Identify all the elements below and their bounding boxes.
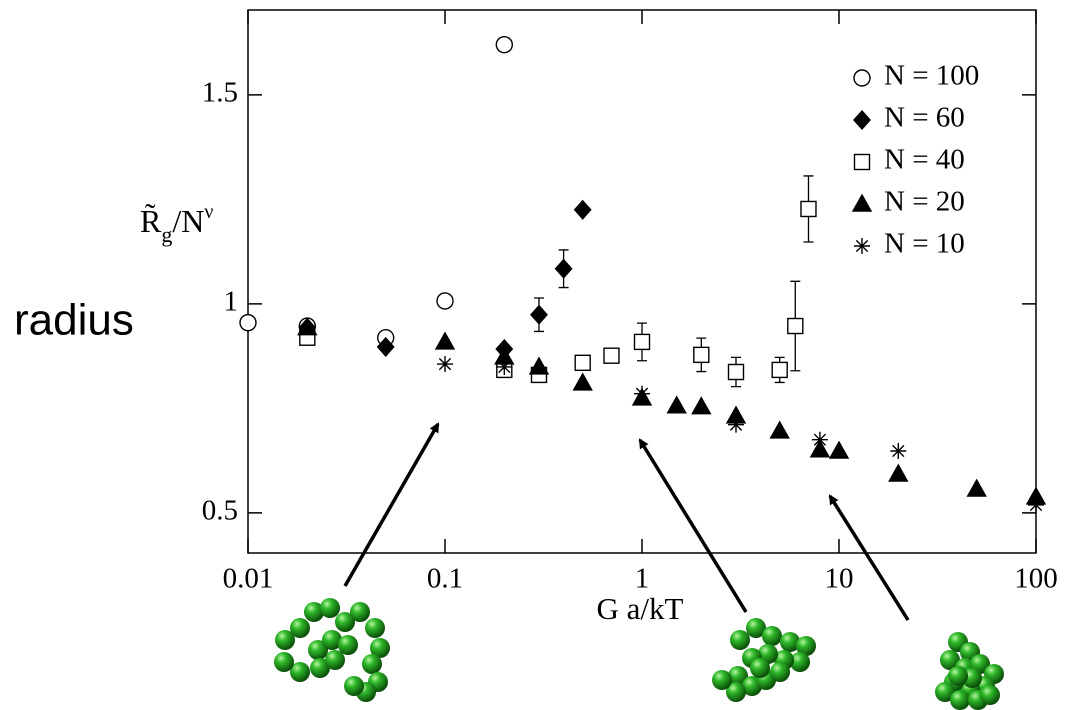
- point: [693, 346, 710, 364]
- bead: [950, 690, 970, 710]
- legend-marker: [851, 193, 873, 212]
- point: [434, 331, 456, 350]
- y-label-part: /N: [172, 203, 204, 239]
- bead: [796, 636, 816, 656]
- legend-label: N = 20: [884, 186, 965, 218]
- bead: [370, 638, 390, 658]
- point: [496, 358, 513, 375]
- bead: [750, 658, 770, 678]
- point: [574, 354, 591, 372]
- arrow: [638, 438, 748, 613]
- legend-marker: [853, 69, 871, 87]
- point: [769, 420, 790, 439]
- legend-label: N = 10: [884, 228, 965, 260]
- point: [966, 478, 987, 497]
- bead: [762, 626, 782, 646]
- point: [890, 443, 907, 460]
- bead: [310, 658, 330, 678]
- point: [809, 439, 831, 458]
- bead: [940, 650, 960, 670]
- arrow: [343, 422, 440, 587]
- y-label-sub: g: [161, 222, 172, 247]
- legend-label: N = 100: [884, 60, 979, 92]
- bead: [338, 635, 358, 655]
- legend-label: N = 40: [884, 144, 965, 176]
- x-tick-label: 100: [1014, 563, 1058, 595]
- point: [297, 317, 318, 336]
- y-axis-label: R̃g/Nν: [140, 201, 213, 247]
- bead: [290, 618, 310, 638]
- legend-marker: [853, 153, 871, 171]
- x-axis-label: G a/kT: [597, 591, 684, 626]
- bead: [728, 666, 748, 686]
- bead: [308, 640, 328, 660]
- annotation: radius: [14, 296, 134, 345]
- bead: [274, 652, 294, 672]
- point: [828, 440, 850, 459]
- point: [1028, 496, 1044, 513]
- legend-label: N = 60: [884, 102, 965, 134]
- point: [239, 313, 257, 332]
- point: [811, 431, 828, 448]
- point: [888, 463, 909, 482]
- point: [603, 347, 620, 364]
- point: [437, 356, 453, 373]
- legend-marker: [853, 109, 871, 131]
- bead: [335, 612, 355, 632]
- bead: [790, 652, 810, 672]
- point: [634, 385, 650, 402]
- point: [691, 396, 712, 415]
- point: [528, 356, 550, 375]
- bead: [726, 682, 746, 702]
- point: [376, 336, 395, 357]
- bead: [948, 666, 968, 686]
- point: [572, 372, 593, 391]
- bead: [365, 618, 385, 638]
- y-tick-label: 0.5: [202, 495, 238, 527]
- point: [666, 395, 687, 414]
- x-tick-label: 1: [635, 563, 650, 595]
- point: [530, 304, 548, 325]
- point: [436, 292, 454, 310]
- polymer-images: [274, 598, 1004, 710]
- point: [495, 35, 514, 54]
- bead: [320, 598, 340, 618]
- y-label-part: R̃: [140, 203, 162, 239]
- x-tick-label: 10: [825, 563, 854, 595]
- bead: [362, 654, 382, 674]
- y-label-sup: ν: [204, 201, 213, 223]
- bead: [712, 670, 732, 690]
- point: [771, 361, 788, 379]
- point: [800, 200, 817, 218]
- arrow: [828, 494, 910, 621]
- bead: [275, 630, 295, 650]
- bead: [350, 602, 370, 622]
- bead: [770, 662, 790, 682]
- y-tick-label: 1: [224, 286, 239, 318]
- point: [554, 258, 573, 279]
- legend-marker: [854, 238, 870, 254]
- bead: [980, 685, 1000, 705]
- point: [727, 416, 744, 433]
- bead: [344, 676, 364, 696]
- bead: [322, 630, 342, 650]
- bead: [304, 602, 324, 622]
- x-tick-label: 0.01: [223, 563, 274, 595]
- bead: [325, 650, 345, 670]
- x-tick-label: 0.1: [427, 563, 463, 595]
- arrows: [343, 422, 910, 621]
- bead: [746, 618, 766, 638]
- point: [727, 363, 745, 381]
- point: [573, 199, 592, 220]
- bead: [290, 662, 310, 682]
- point: [633, 333, 651, 351]
- bead: [935, 682, 955, 702]
- y-tick-label: 1.5: [202, 77, 238, 109]
- bead: [780, 632, 800, 652]
- point: [787, 317, 804, 335]
- bead: [730, 630, 750, 650]
